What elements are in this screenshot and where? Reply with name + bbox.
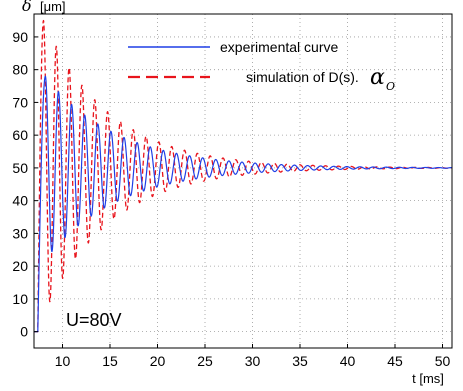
x-tick-label: 40 <box>340 353 356 369</box>
x-tick-label: 20 <box>150 353 166 369</box>
y-tick-label: 90 <box>12 29 28 45</box>
x-tick-label: 30 <box>245 353 261 369</box>
x-tick-label: 50 <box>435 353 451 369</box>
y-tick-label: 60 <box>12 127 28 143</box>
y-axis-label-symbol: δ <box>22 0 32 15</box>
y-tick-label: 80 <box>12 62 28 78</box>
y-tick-label: 30 <box>12 225 28 241</box>
y-axis-label-unit: [μm] <box>40 0 66 14</box>
y-tick-label: 0 <box>20 324 28 340</box>
y-tick-label: 20 <box>12 258 28 274</box>
annotation-voltage: U=80V <box>66 310 122 330</box>
legend-alpha-subscript: O <box>386 80 395 93</box>
y-tick-label: 50 <box>12 160 28 176</box>
x-tick-label: 45 <box>387 353 403 369</box>
series-group <box>34 19 452 333</box>
y-tick-label: 40 <box>12 193 28 209</box>
legend-label-simulation: simulation of D(s). <box>246 69 359 85</box>
y-tick-label: 10 <box>12 291 28 307</box>
legend: experimental curve simulation of D(s). α… <box>128 39 395 93</box>
series-line-experimental <box>34 75 452 333</box>
plot-frame <box>33 13 453 349</box>
x-ticks: 10 15 20 25 30 35 40 45 50 <box>55 344 451 369</box>
x-tick-label: 35 <box>292 353 308 369</box>
y-tick-label: 70 <box>12 94 28 110</box>
x-tick-label: 15 <box>102 353 118 369</box>
y-ticks: 0 10 20 30 40 50 60 70 80 90 <box>12 29 38 340</box>
x-axis-label: t [ms] <box>412 371 444 386</box>
legend-label-experimental: experimental curve <box>220 39 338 55</box>
x-tick-label: 25 <box>197 353 213 369</box>
legend-alpha-symbol: α <box>370 65 385 90</box>
x-tick-label: 10 <box>55 353 71 369</box>
plot-area <box>34 14 452 348</box>
